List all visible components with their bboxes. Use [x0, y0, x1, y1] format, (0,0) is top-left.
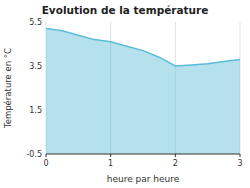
x-axis-label: heure par heure: [107, 174, 180, 184]
tick-mark: [110, 154, 111, 157]
tick-label: 2: [173, 159, 178, 168]
axis-line: [46, 154, 240, 155]
tick-mark: [240, 154, 241, 157]
title: Evolution de la température: [42, 4, 209, 16]
tick-mark: [175, 154, 176, 157]
tick-label: -0.5: [26, 150, 42, 159]
x-axis: 0 1 2 3: [43, 154, 242, 168]
tick-label: 1.5: [29, 106, 42, 115]
line: [46, 29, 240, 66]
tick-label: 3: [237, 159, 242, 168]
tick-label: 0: [43, 159, 48, 168]
y-axis: -0.5 1.5 3.5 5.5: [26, 18, 42, 159]
tick-mark: [46, 154, 47, 157]
chart: 0 1 2 3 -0.5 1.5 3.5 5.5Evolution de la tempéra…: [0, 0, 250, 188]
tick-label: 1: [108, 159, 113, 168]
y-axis-label: Température en °C: [3, 48, 13, 129]
tick-label: 5.5: [29, 18, 42, 27]
grid: [46, 22, 240, 154]
area: [46, 29, 240, 154]
tick-label: 3.5: [29, 62, 42, 71]
plot-area: [46, 29, 240, 154]
